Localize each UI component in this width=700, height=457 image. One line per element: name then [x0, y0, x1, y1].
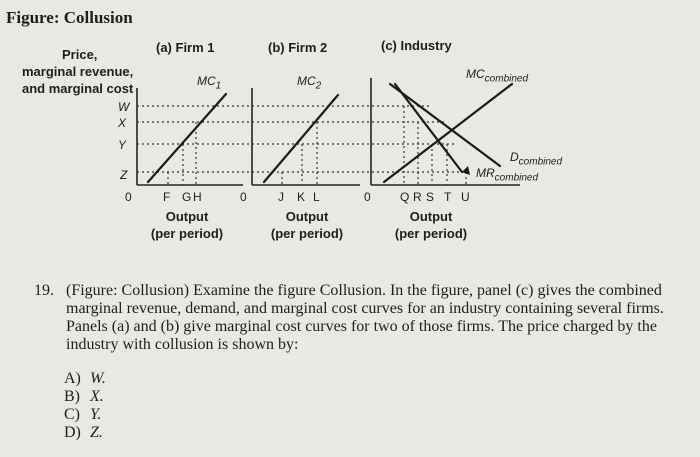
x-tick-s: S [426, 190, 435, 204]
question-text: (Figure: Collusion) Examine the figure C… [66, 282, 664, 353]
mc1-curve [146, 92, 228, 184]
d-combined-label: Dcombined [510, 150, 563, 168]
mc1-label: MC1 [197, 74, 222, 92]
x-tick-l: L [313, 190, 320, 204]
x-tick-r: R [413, 190, 422, 204]
x-tick-j: J [278, 190, 284, 204]
choice-a[interactable]: A) W. [64, 370, 106, 387]
mc2-label: MC2 [297, 74, 322, 92]
x-tick-q: Q [400, 190, 410, 204]
d-combined-curve [388, 82, 502, 168]
panel-b-origin: 0 [240, 190, 247, 204]
question-block: 19. (Figure: Collusion) Examine the figu… [34, 282, 684, 354]
mc-combined-curve [382, 82, 514, 184]
mc-combined-label: MCcombined [466, 67, 529, 85]
panel-c-x-label: Output (per period) [394, 209, 468, 241]
mc2-curve [262, 93, 340, 184]
choice-b[interactable]: B) X. [64, 388, 104, 405]
panel-a-origin: 0 [125, 190, 132, 204]
mr-combined-label: MRcombined [476, 166, 539, 184]
question-number: 19. [34, 282, 54, 299]
y-tick-z: Z [120, 168, 128, 182]
x-tick-h: H [193, 190, 202, 204]
choice-c[interactable]: C) Y. [64, 406, 102, 423]
panel-c-title: (c) Industry [381, 38, 452, 53]
y-axis-label-line-3: and marginal cost [22, 81, 134, 96]
panel-a-x-label: Output (per period) [150, 209, 224, 241]
mr-arrow [462, 166, 470, 175]
y-tick-y: Y [118, 138, 127, 152]
x-tick-k: K [297, 190, 306, 204]
choice-d[interactable]: D) Z. [64, 424, 103, 441]
mr-combined-curve [393, 82, 464, 174]
y-tick-w: W [118, 100, 130, 114]
x-tick-f: F [163, 190, 171, 204]
y-axis-label-line-1: Price, [62, 47, 98, 62]
x-tick-u: U [461, 190, 470, 204]
y-tick-x: X [118, 116, 127, 130]
figure-title: Figure: Collusion [6, 8, 133, 27]
panel-c-origin: 0 [364, 190, 371, 204]
panel-b-x-label: Output (per period) [270, 209, 344, 241]
panel-b-title: (b) Firm 2 [268, 40, 328, 55]
collusion-figure [136, 78, 520, 186]
x-tick-t: T [444, 190, 452, 204]
x-tick-g: G [182, 190, 192, 204]
y-axis-label-line-2: marginal revenue, [22, 64, 134, 79]
panel-a-title: (a) Firm 1 [156, 40, 215, 55]
